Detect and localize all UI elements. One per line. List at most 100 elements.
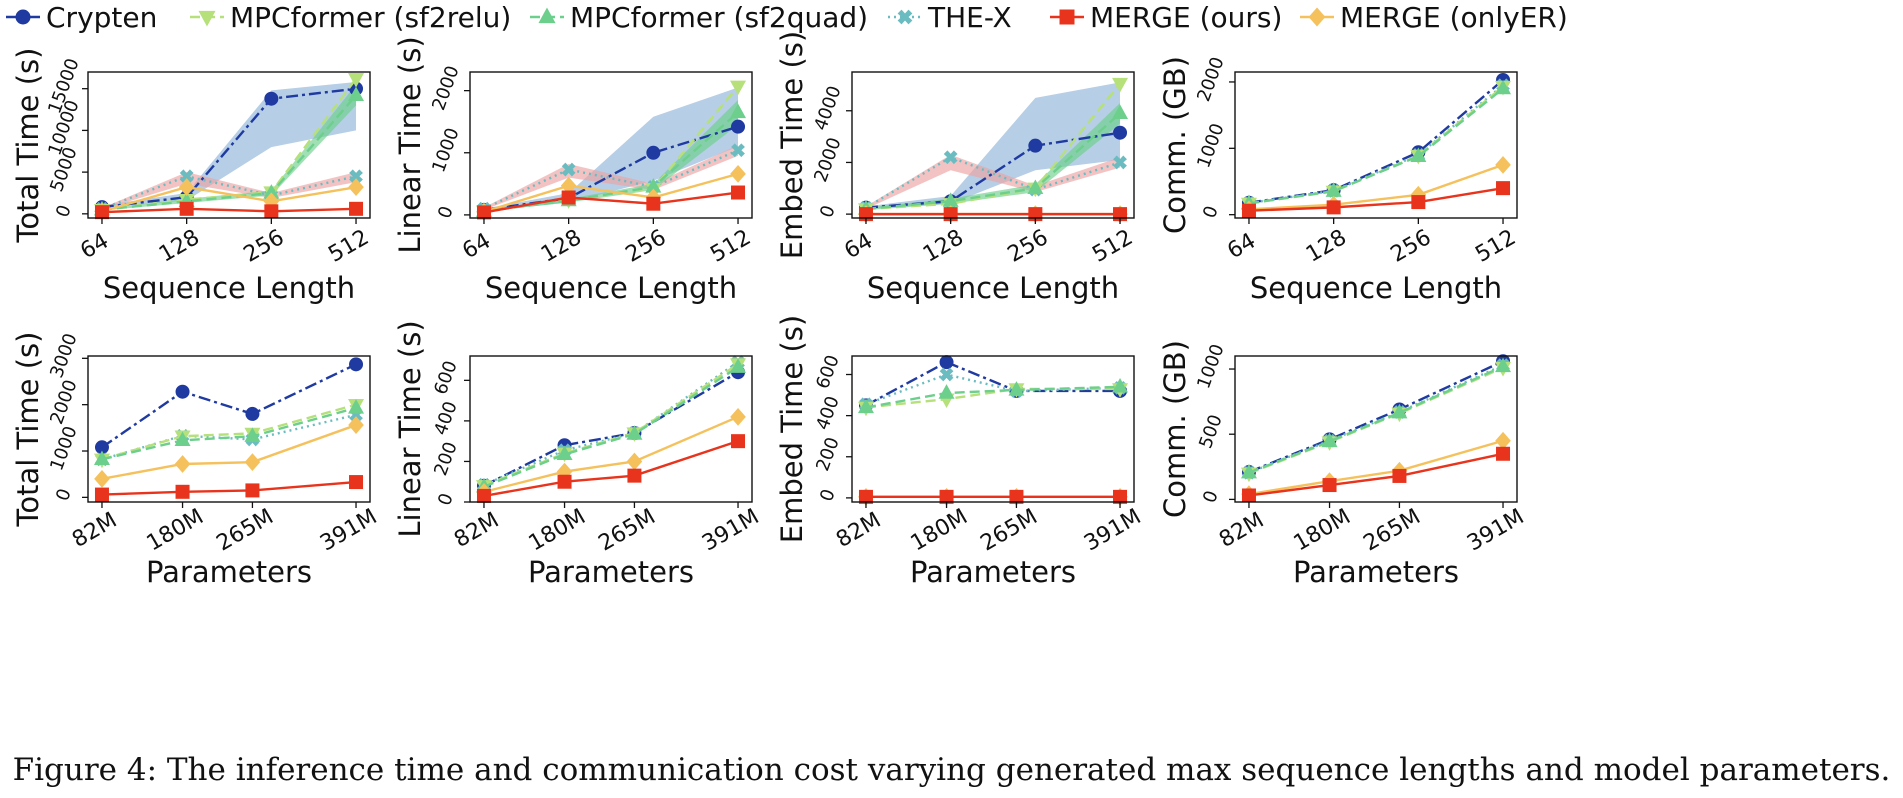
legend-entry-the-x: THE-X [888, 1, 1012, 34]
x-tick-label: 391M [698, 504, 763, 556]
x-axis-label: Sequence Length [1250, 271, 1502, 305]
y-axis-label: Linear Time (s) [393, 36, 427, 253]
series-line [483, 415, 739, 494]
series-line [101, 406, 357, 461]
series-mpcformer-sf2quad [93, 399, 365, 466]
series-merge-ours [94, 201, 364, 220]
data-point [1027, 179, 1044, 194]
series-line [101, 77, 357, 211]
data-point [1495, 79, 1512, 95]
data-point [627, 468, 642, 483]
x-tick-label: 180M [525, 504, 590, 556]
y-tick-label: 1000 [1193, 341, 1228, 391]
band-crypten [865, 82, 1121, 209]
data-point [1028, 138, 1043, 153]
data-point [93, 450, 110, 466]
x-axis-label: Parameters [1293, 555, 1459, 589]
series-mpcformer-sf2quad [1240, 357, 1512, 479]
series-merge-ours [1241, 446, 1511, 503]
data-point [731, 434, 746, 449]
x-tick-label: 180M [143, 504, 208, 556]
series-line [1248, 452, 1504, 497]
series-line [1248, 85, 1504, 205]
legend-entry-merge-onlyer: MERGE (onlyER) [1300, 1, 1568, 34]
data-point [244, 427, 261, 442]
x-tick-label: 128 [1302, 225, 1351, 268]
y-tick-label: 600 [430, 358, 461, 397]
y-tick-label: 500 [1195, 412, 1226, 451]
series-line [865, 373, 1121, 406]
series-merge-ours [476, 434, 746, 503]
series-merge-ours [858, 489, 1128, 504]
data-point [348, 72, 365, 88]
series-line [865, 155, 1121, 209]
series-line [1248, 364, 1504, 474]
data-point [348, 178, 364, 197]
y-tick-label: 0 [1199, 488, 1223, 506]
data-point [1411, 195, 1426, 210]
y-tick-label: 4000 [810, 83, 845, 133]
data-point [1112, 378, 1129, 393]
series-line [483, 363, 739, 487]
y-tick-label: 1000 [46, 423, 81, 473]
legend-label: Crypten [46, 1, 157, 34]
series-mpcformer-sf2quad [1240, 79, 1512, 210]
legend-entry-crypten: Crypten [6, 1, 157, 34]
legend-label: THE-X [927, 1, 1012, 34]
y-axis-label: Comm. (GB) [1158, 340, 1192, 518]
series-merge-ours [1241, 181, 1511, 218]
y-tick-label: 2000 [428, 63, 463, 113]
axes-frame [469, 355, 753, 503]
legend-marker [1308, 7, 1326, 27]
series-line [483, 366, 739, 488]
x-tick-label: 391M [1080, 504, 1145, 556]
band-crypten [483, 87, 739, 212]
series-line [483, 191, 739, 214]
data-point [646, 196, 661, 211]
y-tick-label: 200 [430, 439, 461, 478]
legend-marker [538, 7, 556, 24]
y-tick-label: 1000 [1193, 121, 1228, 171]
y-tick-label: 400 [430, 399, 461, 438]
x-tick-label: 256 [240, 225, 289, 268]
band-crypten [101, 82, 357, 208]
data-point [556, 445, 573, 461]
legend-entry-mpcformer-sf2relu: MPCformer (sf2relu) [190, 1, 511, 34]
data-point [476, 488, 491, 503]
x-tick-label: 82M [832, 508, 885, 553]
x-axis-label: Parameters [910, 555, 1076, 589]
series-line [1248, 87, 1504, 205]
data-point [1391, 403, 1408, 419]
data-point [730, 80, 747, 96]
series-line [865, 82, 1121, 211]
band-mpcformer-sf2quad [865, 103, 1121, 211]
x-axis-label: Sequence Length [103, 271, 355, 305]
series-line [101, 94, 357, 211]
x-tick-label: 256 [622, 225, 671, 268]
axes-frame [87, 71, 371, 219]
data-point [175, 484, 190, 499]
data-point [174, 431, 191, 447]
y-axis-label: Linear Time (s) [393, 320, 427, 537]
data-point [264, 204, 279, 219]
y-axis-label: Comm. (GB) [1158, 56, 1192, 234]
data-point [1241, 488, 1256, 503]
data-point [730, 407, 746, 426]
series-line [1248, 79, 1504, 204]
data-point [178, 178, 195, 197]
legend: Crypten MPCformer (sf2relu) MPCformer (sf2… [6, 1, 1568, 34]
y-tick-label: 0 [434, 203, 458, 221]
series-mpcformer-sf2quad [857, 378, 1129, 414]
series-line [483, 361, 739, 486]
legend-marker [897, 9, 913, 25]
data-point [1496, 181, 1511, 196]
x-tick-label: 82M [1215, 508, 1268, 553]
